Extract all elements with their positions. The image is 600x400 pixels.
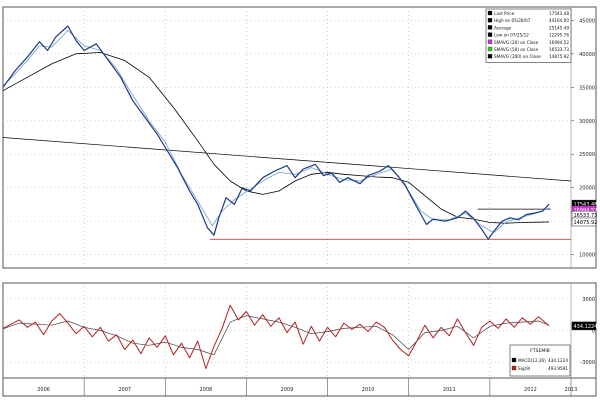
legend-value: 16994.52 — [549, 40, 569, 45]
x-tick-label: 2012 — [524, 387, 537, 393]
macd-legend-swatch — [511, 365, 517, 371]
sma200-tag-text: 14875.92 — [574, 220, 598, 226]
macd-legend-value: 493.9591 — [548, 366, 568, 371]
sma50-tag-text: 16533.73 — [574, 213, 598, 219]
legend-swatch — [487, 46, 493, 52]
legend-label: Last Price — [494, 11, 515, 16]
legend-swatch — [487, 10, 493, 16]
sma200-tag-box — [571, 217, 597, 227]
series-line-sma20 — [2, 29, 550, 233]
macd-legend-swatch — [511, 357, 517, 363]
legend-value: 12295.76 — [549, 33, 569, 38]
price-y-tick-label: 10000 — [579, 253, 595, 259]
x-axis-frame — [2, 377, 597, 397]
x-tick-label: 2008 — [199, 387, 212, 393]
sma200-tag: 14875.92 — [571, 217, 598, 227]
price-legend-box — [485, 8, 572, 63]
legend-value: 17543.48 — [549, 11, 569, 16]
legend-swatch — [487, 18, 493, 23]
last-price-tag-text: 17543.48 — [574, 202, 598, 208]
legend-swatch — [487, 32, 493, 37]
series-line-last-price — [2, 25, 550, 240]
legend-value: 44164.00 — [549, 18, 569, 23]
legend-value: 14875.92 — [549, 54, 569, 59]
price-y-tick-label: 20000 — [579, 186, 595, 192]
price-panel: 1000015000200002500030000350004000045000… — [2, 6, 598, 269]
series-line-macd — [2, 304, 550, 369]
macd-legend-box — [509, 344, 571, 377]
x-tick-label: 2007 — [118, 387, 131, 393]
reference-line-trend — [2, 137, 572, 182]
legend-value: 16533.73 — [549, 47, 569, 52]
legend-swatch — [487, 54, 493, 59]
legend-swatch — [487, 39, 493, 44]
x-axis: 2006 2007 2008 2009 2010 2011 2012 2013 — [2, 377, 597, 397]
macd-y-tick-label: -3000 — [580, 360, 595, 366]
macd-panel: 3000 0 -3000 434.1224 — [2, 282, 598, 379]
macd-value-tag-box — [571, 321, 597, 331]
price-y-tick-label: 40000 — [579, 52, 595, 58]
legend-label: SMAVG (20) on Close — [494, 40, 539, 45]
price-y-tick-label: 25000 — [579, 152, 595, 158]
macd-value-tag: 434.1224 — [571, 321, 598, 331]
macd-legend-value: 434.1224 — [548, 358, 568, 363]
x-tick-label: 2013 — [565, 387, 578, 393]
macd-legend-label: MACD(12,26) — [518, 358, 546, 363]
macd-legend: FTSEMIB MACD(12,26) 434.1224 Sig(9) 493.9591 — [509, 344, 571, 377]
legend-swatch — [487, 25, 493, 30]
price-y-tick-label: 30000 — [579, 119, 595, 125]
legend-label: Low on 07/25/12 — [494, 33, 529, 38]
sma20-tag-text: 16994.52 — [574, 208, 598, 214]
price-y-tick-label: 45000 — [579, 18, 595, 24]
macd-y-tick-label: 3000 — [582, 297, 595, 303]
legend-label: SMAVG (50) on Close — [494, 47, 539, 52]
x-tick-label: 2006 — [37, 387, 50, 393]
legend-label: SMAVG (200) on Close — [494, 54, 541, 59]
legend-label: High on 05/28/07 — [494, 18, 531, 23]
macd-value-tag-text: 434.1224 — [574, 324, 598, 330]
x-tick-label: 2010 — [362, 387, 375, 393]
macd-legend-title: FTSEMIB — [530, 348, 550, 354]
price-legend: Last Price 17543.48 High on 05/28/07 44164.… — [485, 8, 572, 63]
legend-value: 25145.49 — [549, 25, 569, 30]
macd-legend-label: Sig(9) — [518, 366, 531, 371]
x-tick-label: 2009 — [281, 387, 294, 393]
legend-label: Average — [494, 25, 512, 30]
series-line-signal — [2, 315, 550, 356]
price-y-tick-label: 35000 — [579, 85, 595, 91]
macd-y-tick-label: 0 — [592, 329, 595, 335]
x-tick-label: 2011 — [443, 387, 456, 393]
